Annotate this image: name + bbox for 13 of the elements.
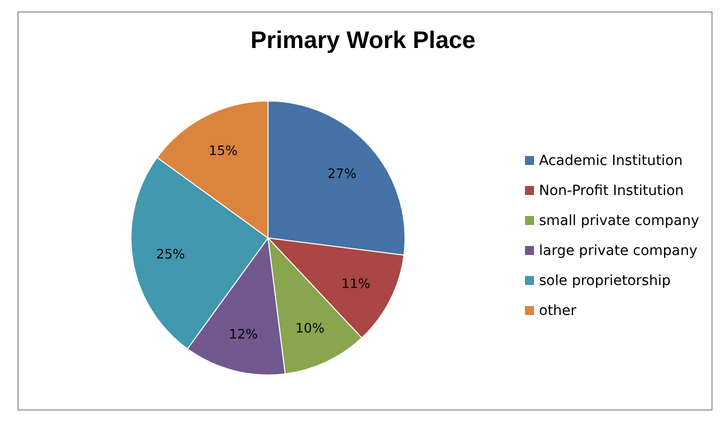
- legend-label: small private company: [539, 213, 700, 229]
- legend-label: Academic Institution: [539, 153, 683, 169]
- data-label: 25%: [156, 247, 186, 262]
- data-label: 10%: [296, 321, 324, 336]
- data-label: 27%: [328, 166, 356, 182]
- legend-label: Non-Profit Institution: [539, 183, 684, 199]
- legend-label: large private company: [539, 243, 698, 259]
- legend-label: other: [539, 303, 577, 319]
- data-label: 12%: [229, 328, 258, 343]
- legend-label: sole proprietorship: [539, 273, 671, 289]
- data-label: 11%: [341, 276, 370, 292]
- chart-title: Primary Work Place: [250, 27, 476, 54]
- data-label: 15%: [208, 144, 238, 160]
